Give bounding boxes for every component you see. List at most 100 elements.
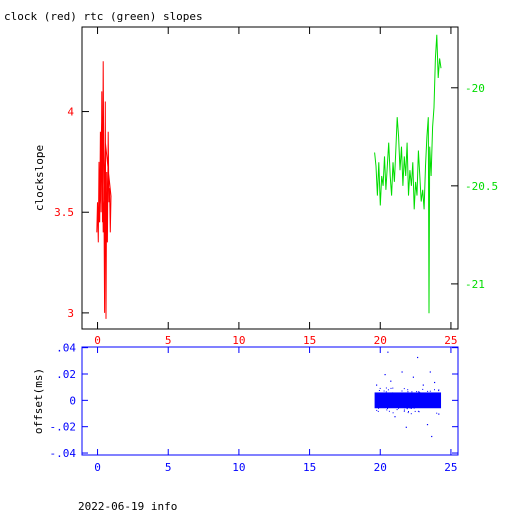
slopes-y-tick-label: 3 xyxy=(67,307,74,320)
offset-outlier-point xyxy=(405,426,407,428)
series-line-rtc xyxy=(374,34,442,314)
offset-point xyxy=(402,393,404,395)
offset-outlier-point xyxy=(390,380,392,382)
offset-point xyxy=(377,410,379,412)
offset-point xyxy=(427,390,429,392)
slopes-panel: 0 5 10 15 20 25 3 3.5 4 -21 -20.5 -20 clockslope xyxy=(33,26,498,347)
series-line-clock xyxy=(96,61,112,319)
offset-point xyxy=(418,411,420,413)
offset-point xyxy=(394,395,396,397)
offset-point xyxy=(398,407,399,409)
offset-outlier-point xyxy=(429,371,431,373)
offset-point xyxy=(385,391,387,393)
footer-date-info: 2022-06-19 info xyxy=(78,500,177,512)
offset-point xyxy=(411,391,413,393)
slopes-x-tick-label: 0 xyxy=(94,334,101,347)
offset-point xyxy=(413,407,415,409)
offset-point xyxy=(383,390,385,392)
offset-point xyxy=(401,390,403,392)
offset-point xyxy=(407,412,409,414)
offset-point xyxy=(417,410,419,412)
offset-point xyxy=(405,395,407,397)
slopes-y2-tick-label: -20.5 xyxy=(465,180,498,193)
offset-x-tick-label: 20 xyxy=(374,461,387,474)
offset-outlier-point xyxy=(384,374,386,376)
chart-title: clock (red) rtc (green) slopes xyxy=(4,10,203,23)
offset-outlier-point xyxy=(401,371,403,373)
slopes-y-tick-label: 4 xyxy=(67,106,74,119)
offset-point xyxy=(388,410,390,412)
slopes-y-axis-label: clockslope xyxy=(33,145,46,211)
offset-point xyxy=(385,387,387,389)
offset-point xyxy=(387,408,388,409)
offset-point xyxy=(418,392,420,394)
slopes-x-tick-label: 20 xyxy=(374,334,387,347)
slopes-plot-frame xyxy=(81,26,459,330)
offset-x-tick-label: 0 xyxy=(94,461,101,474)
offset-point xyxy=(404,407,405,409)
slopes-series xyxy=(96,34,442,319)
offset-point xyxy=(396,409,398,411)
offset-point xyxy=(438,390,440,392)
offset-point xyxy=(409,407,411,409)
offset-point xyxy=(378,390,380,391)
offset-outlier-point xyxy=(426,424,429,426)
offset-point xyxy=(378,407,379,409)
offset-point xyxy=(382,393,384,395)
offset-y-axis-label: offset(ms) xyxy=(32,368,45,434)
offset-point xyxy=(404,406,406,408)
slopes-x-tick-label: 25 xyxy=(444,334,457,347)
offset-point xyxy=(382,394,384,396)
offset-y-tick-label: .02 xyxy=(56,368,76,381)
slopes-axes: 0 5 10 15 20 25 3 3.5 4 -21 -20.5 -20 xyxy=(54,27,498,347)
offset-outlier-point xyxy=(376,384,378,386)
offset-point xyxy=(422,388,424,390)
offset-outlier-point xyxy=(434,381,436,384)
offset-point xyxy=(406,407,408,409)
offset-point xyxy=(418,391,420,393)
offset-point xyxy=(410,407,412,409)
offset-outlier-point xyxy=(394,416,396,418)
offset-point xyxy=(429,390,431,392)
offset-point xyxy=(434,389,435,391)
offset-point xyxy=(392,412,394,414)
offset-point xyxy=(376,409,378,411)
offset-outlier-point xyxy=(431,435,433,438)
offset-y-tick-label: -.02 xyxy=(50,421,77,434)
offset-point xyxy=(436,412,438,414)
offset-outlier-point xyxy=(412,376,414,378)
offset-point xyxy=(410,394,412,396)
offset-point xyxy=(392,387,394,389)
offset-point xyxy=(386,406,388,408)
slopes-x-tick-label: 10 xyxy=(232,334,245,347)
offset-point xyxy=(419,392,421,394)
slopes-y2-tick-label: -21 xyxy=(465,278,485,291)
offset-point xyxy=(404,393,406,395)
offset-series xyxy=(374,351,442,438)
slopes-x-tick-label: 15 xyxy=(303,334,316,347)
offset-point xyxy=(408,411,409,412)
offset-panel: 0 5 10 15 20 25 -.04 -.02 0 .02 .04 offset(ms) xyxy=(32,342,459,474)
offset-point xyxy=(416,391,418,393)
slopes-x-tick-label: 5 xyxy=(165,334,172,347)
slopes-y2-tick-label: -20 xyxy=(465,82,485,95)
offset-point xyxy=(407,391,409,393)
offset-point xyxy=(414,410,416,412)
offset-y-tick-label: -.04 xyxy=(50,447,77,460)
offset-point xyxy=(403,410,405,412)
offset-x-tick-label: 15 xyxy=(303,461,316,474)
offset-outlier-point xyxy=(438,413,440,415)
offset-x-tick-label: 10 xyxy=(232,461,245,474)
offset-outlier-point xyxy=(422,384,424,386)
offset-point xyxy=(387,389,389,391)
offset-point xyxy=(386,409,388,411)
offset-plot-frame xyxy=(81,346,459,456)
offset-point xyxy=(390,387,392,389)
offset-y-tick-label: 0 xyxy=(69,394,76,407)
offset-dense-band xyxy=(374,392,442,409)
offset-point xyxy=(438,389,440,391)
offset-outlier-point xyxy=(387,351,389,353)
offset-point xyxy=(407,389,409,391)
offset-x-tick-label: 5 xyxy=(165,461,172,474)
